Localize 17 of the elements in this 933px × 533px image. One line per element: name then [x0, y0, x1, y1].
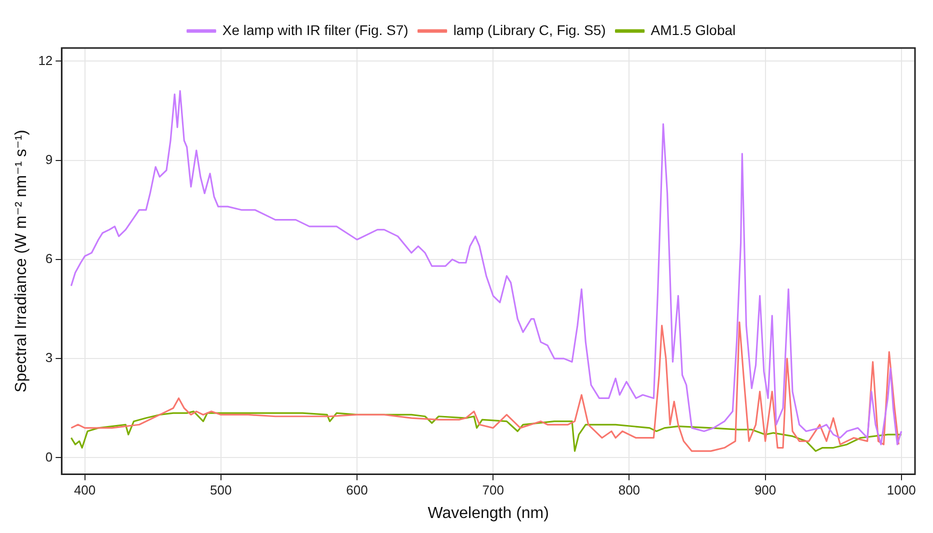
legend-label: Xe lamp with IR filter (Fig. S7)	[222, 22, 408, 38]
legend-label: AM1.5 Global	[650, 22, 736, 38]
x-tick-label: 800	[618, 482, 640, 498]
legend-label: lamp (Library C, Fig. S5)	[453, 22, 606, 38]
y-tick-label: 6	[45, 251, 53, 266]
y-axis-title: Spectral Irradiance (W m⁻² nm⁻¹ s⁻¹)	[13, 130, 30, 392]
x-tick-label: 900	[754, 482, 776, 498]
y-tick-label: 0	[45, 449, 53, 464]
x-tick-label: 700	[482, 482, 504, 498]
y-tick-label: 3	[45, 350, 53, 366]
x-axis-title: Wavelength (nm)	[428, 504, 549, 522]
x-tick-label: 400	[74, 482, 96, 498]
x-tick-label: 1000	[886, 482, 916, 498]
x-tick-label: 600	[346, 482, 368, 498]
y-tick-label: 12	[38, 52, 53, 68]
x-tick-label: 500	[210, 482, 232, 498]
y-tick-label: 9	[45, 152, 53, 167]
